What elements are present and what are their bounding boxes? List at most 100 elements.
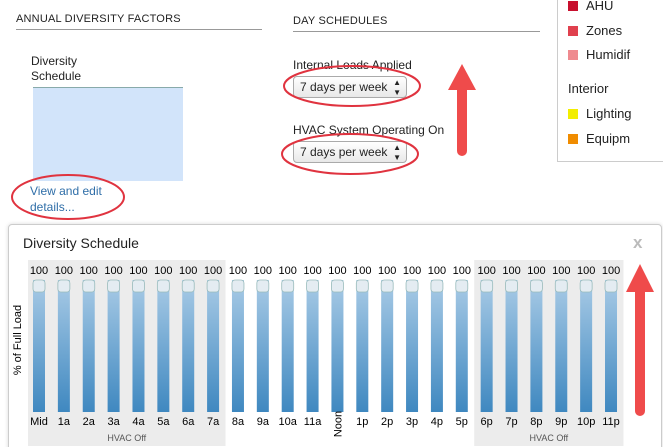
schedule-preview[interactable] — [33, 87, 183, 181]
x-tick-label: 11p — [602, 416, 620, 428]
x-tick-label: 10p — [577, 416, 595, 428]
legend-label: AHU — [586, 0, 614, 13]
bar-handle — [554, 279, 568, 293]
x-tick-label: 9a — [257, 416, 270, 428]
legend-item: Zones — [568, 23, 622, 38]
bar-handle — [181, 279, 195, 293]
value-label: 100 — [577, 265, 595, 277]
bar — [430, 280, 443, 412]
y-axis-label: % of Full Load — [12, 305, 24, 375]
bar — [57, 280, 70, 412]
bar — [107, 280, 120, 412]
x-tick-label: 1p — [356, 416, 368, 428]
bar — [157, 280, 170, 412]
value-label: 100 — [527, 265, 545, 277]
bar — [231, 280, 244, 412]
bar-handle — [57, 279, 71, 293]
bar-handle — [455, 279, 469, 293]
bar — [182, 280, 195, 412]
bar-handle — [231, 279, 245, 293]
schedule-label: Diversity Schedule — [31, 54, 82, 83]
bar-handle — [430, 279, 444, 293]
bar-handle — [206, 279, 220, 293]
x-tick-label: 6a — [182, 416, 195, 428]
value-label: 100 — [378, 265, 396, 277]
x-tick-label: 9p — [555, 416, 567, 428]
section-heading: DAY SCHEDULES — [293, 15, 540, 32]
x-tick-label: Noon — [332, 411, 344, 437]
x-tick-label: 2a — [83, 416, 96, 428]
close-button[interactable]: x — [633, 233, 643, 252]
bar — [406, 280, 419, 412]
legend-label: Zones — [586, 22, 623, 38]
bar-handle — [281, 279, 295, 293]
value-label: 100 — [229, 265, 247, 277]
value-label: 100 — [254, 265, 272, 277]
bar-handle — [156, 279, 170, 293]
value-label: 100 — [80, 265, 98, 277]
bar — [555, 280, 568, 412]
bar — [605, 280, 618, 412]
section-heading: ANNUAL DIVERSITY FACTORS — [16, 13, 262, 30]
bar-handle — [306, 279, 319, 293]
legend-swatch — [568, 133, 578, 144]
bar — [530, 280, 543, 412]
x-tick-label: 4a — [132, 416, 145, 428]
value-label: 100 — [328, 265, 346, 277]
bar-handle — [405, 279, 419, 293]
value-label: 100 — [303, 265, 321, 277]
value-label: 100 — [602, 265, 620, 277]
x-tick-label: 5a — [157, 416, 170, 428]
bar — [505, 280, 518, 412]
bar-handle — [530, 279, 543, 293]
popup-title: Diversity Schedule — [23, 235, 139, 251]
value-label: 100 — [55, 265, 73, 277]
value-label: 100 — [453, 265, 471, 277]
value-label: 100 — [154, 265, 172, 277]
bar-handle — [32, 279, 46, 293]
band-label: HVAC Off — [529, 433, 568, 443]
bar — [33, 280, 45, 412]
legend-swatch — [568, 109, 578, 119]
legend-item: Humidif — [568, 47, 630, 62]
x-tick-label: 6p — [481, 416, 493, 428]
bar — [455, 280, 468, 412]
legend: AHU Zones Humidif Interior Lighting Equipm — [557, 0, 663, 162]
bar-handle — [579, 279, 593, 293]
bar-handle — [107, 279, 121, 293]
bar — [281, 280, 294, 412]
x-tick-label: 3a — [107, 416, 120, 428]
bar-handle — [604, 279, 618, 293]
bar — [306, 280, 319, 412]
hvac-off-band — [474, 260, 624, 446]
value-label: 100 — [129, 265, 147, 277]
x-tick-label: 1a — [58, 416, 71, 428]
value-label: 100 — [179, 265, 197, 277]
legend-swatch — [568, 25, 578, 36]
value-label: 100 — [502, 265, 520, 277]
legend-group: Interior — [568, 81, 609, 96]
x-tick-label: 4p — [431, 416, 443, 428]
x-tick-label: 7p — [505, 416, 517, 428]
value-label: 100 — [104, 265, 122, 277]
value-label: 100 — [477, 265, 495, 277]
bar-handle — [256, 279, 270, 293]
bar-handle — [480, 279, 494, 293]
x-tick-label: 8p — [530, 416, 542, 428]
value-label: 100 — [279, 265, 297, 277]
bar — [480, 280, 493, 412]
legend-label: Humidif — [586, 47, 631, 62]
value-label: 100 — [403, 265, 421, 277]
bar — [381, 280, 394, 412]
bar-handle — [82, 279, 96, 293]
bar-handle — [505, 279, 518, 293]
legend-item: AHU — [568, 0, 613, 13]
bar — [256, 280, 269, 412]
bar — [82, 280, 95, 412]
bar-handle — [355, 279, 369, 293]
legend-label: Equipm — [586, 130, 631, 146]
legend-item: Equipm — [568, 131, 630, 146]
x-tick-label: 11a — [304, 416, 322, 428]
